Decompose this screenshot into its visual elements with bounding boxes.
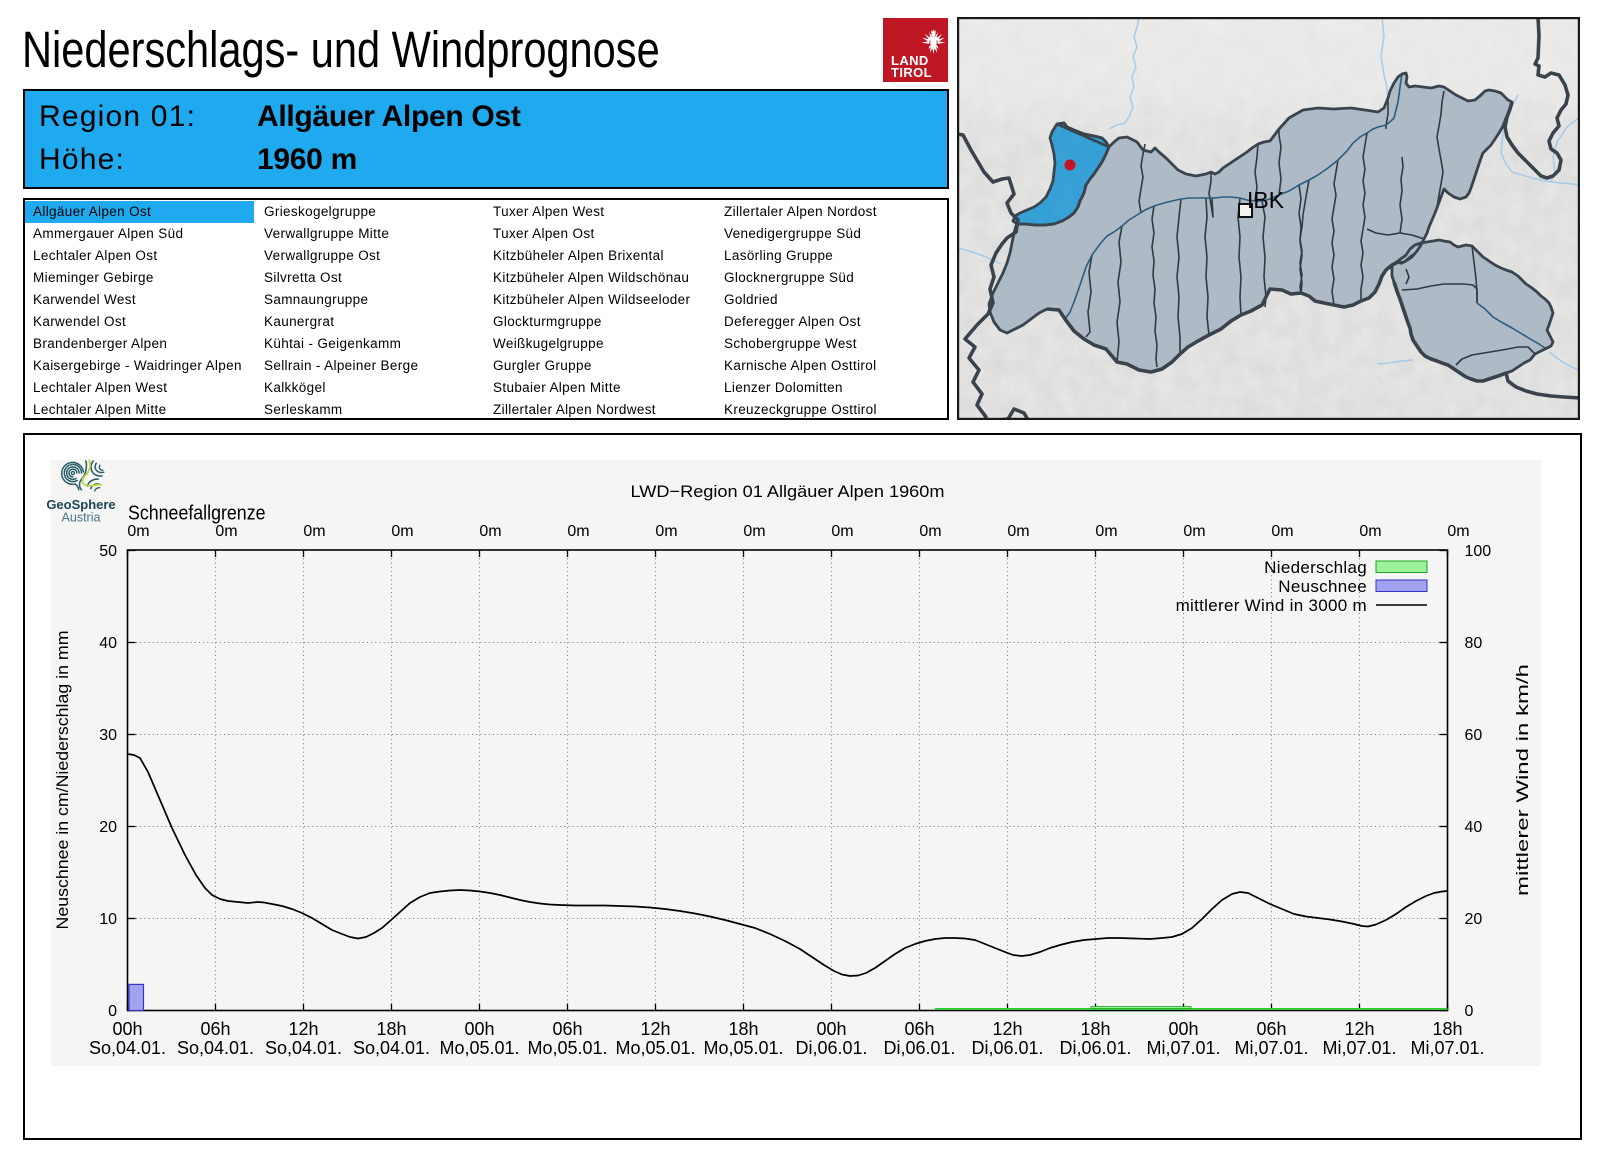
svg-text:50: 50 — [99, 543, 117, 560]
svg-text:0m: 0m — [127, 523, 149, 540]
svg-text:12h: 12h — [640, 1019, 670, 1039]
svg-text:Austria: Austria — [62, 511, 101, 525]
svg-text:Mo,05.01.: Mo,05.01. — [615, 1038, 695, 1058]
svg-text:Mi,07.01.: Mi,07.01. — [1234, 1038, 1308, 1058]
svg-text:00h: 00h — [464, 1019, 494, 1039]
svg-text:Mo,05.01.: Mo,05.01. — [703, 1038, 783, 1058]
svg-text:06h: 06h — [1256, 1019, 1286, 1039]
svg-text:Mo,05.01.: Mo,05.01. — [527, 1038, 607, 1058]
svg-text:0m: 0m — [303, 523, 325, 540]
svg-text:mittlerer Wind in 3000 m: mittlerer Wind in 3000 m — [1176, 596, 1367, 615]
svg-text:12h: 12h — [992, 1019, 1022, 1039]
svg-text:Di,06.01.: Di,06.01. — [883, 1038, 955, 1058]
svg-text:Di,06.01.: Di,06.01. — [1059, 1038, 1131, 1058]
svg-text:0m: 0m — [1183, 523, 1205, 540]
svg-text:80: 80 — [1465, 635, 1483, 652]
svg-text:0m: 0m — [655, 523, 677, 540]
svg-text:So,04.01.: So,04.01. — [177, 1038, 254, 1058]
svg-text:12h: 12h — [1344, 1019, 1374, 1039]
svg-text:0m: 0m — [1095, 523, 1117, 540]
svg-text:20: 20 — [99, 819, 117, 836]
svg-text:Mi,07.01.: Mi,07.01. — [1146, 1038, 1220, 1058]
svg-text:00h: 00h — [816, 1019, 846, 1039]
svg-text:Mi,07.01.: Mi,07.01. — [1410, 1038, 1484, 1058]
svg-text:0m: 0m — [1271, 523, 1293, 540]
svg-text:0m: 0m — [1447, 523, 1469, 540]
svg-text:12h: 12h — [288, 1019, 318, 1039]
svg-text:0m: 0m — [391, 523, 413, 540]
svg-text:0m: 0m — [479, 523, 501, 540]
svg-text:18h: 18h — [376, 1019, 406, 1039]
svg-text:0: 0 — [1465, 1003, 1474, 1020]
svg-text:Neuschnee in cm/Niederschlag i: Neuschnee in cm/Niederschlag in mm — [53, 631, 72, 930]
svg-text:06h: 06h — [200, 1019, 230, 1039]
svg-text:Schneefallgrenze: Schneefallgrenze — [128, 502, 266, 525]
svg-text:60: 60 — [1465, 727, 1483, 744]
svg-text:30: 30 — [99, 727, 117, 744]
svg-text:So,04.01.: So,04.01. — [353, 1038, 430, 1058]
svg-text:10: 10 — [99, 911, 117, 928]
svg-text:Mi,07.01.: Mi,07.01. — [1322, 1038, 1396, 1058]
svg-text:So,04.01.: So,04.01. — [265, 1038, 342, 1058]
svg-text:GeoSphere: GeoSphere — [46, 497, 115, 512]
svg-text:So,04.01.: So,04.01. — [89, 1038, 166, 1058]
svg-text:0m: 0m — [1359, 523, 1381, 540]
svg-text:IBK: IBK — [1247, 187, 1285, 213]
svg-text:Mo,05.01.: Mo,05.01. — [439, 1038, 519, 1058]
svg-text:06h: 06h — [904, 1019, 934, 1039]
svg-text:0: 0 — [108, 1003, 117, 1020]
svg-text:18h: 18h — [1080, 1019, 1110, 1039]
svg-text:0m: 0m — [743, 523, 765, 540]
svg-text:18h: 18h — [728, 1019, 758, 1039]
svg-text:mittlerer Wind in km/h: mittlerer Wind in km/h — [1513, 664, 1532, 896]
svg-text:40: 40 — [1465, 819, 1483, 836]
svg-text:Neuschnee: Neuschnee — [1278, 577, 1367, 596]
svg-text:Niederschlag: Niederschlag — [1264, 558, 1367, 577]
svg-text:Di,06.01.: Di,06.01. — [971, 1038, 1043, 1058]
svg-text:40: 40 — [99, 635, 117, 652]
svg-text:0m: 0m — [215, 523, 237, 540]
svg-text:100: 100 — [1465, 543, 1492, 560]
svg-text:0m: 0m — [567, 523, 589, 540]
svg-text:18h: 18h — [1432, 1019, 1462, 1039]
svg-text:0m: 0m — [919, 523, 941, 540]
svg-text:0m: 0m — [1007, 523, 1029, 540]
svg-text:LWD−Region 01 Allgäuer Alpen 1: LWD−Region 01 Allgäuer Alpen 1960m — [631, 482, 945, 501]
svg-text:Di,06.01.: Di,06.01. — [795, 1038, 867, 1058]
svg-text:20: 20 — [1465, 911, 1483, 928]
svg-text:00h: 00h — [112, 1019, 142, 1039]
svg-text:0m: 0m — [831, 523, 853, 540]
svg-text:06h: 06h — [552, 1019, 582, 1039]
svg-text:00h: 00h — [1168, 1019, 1198, 1039]
